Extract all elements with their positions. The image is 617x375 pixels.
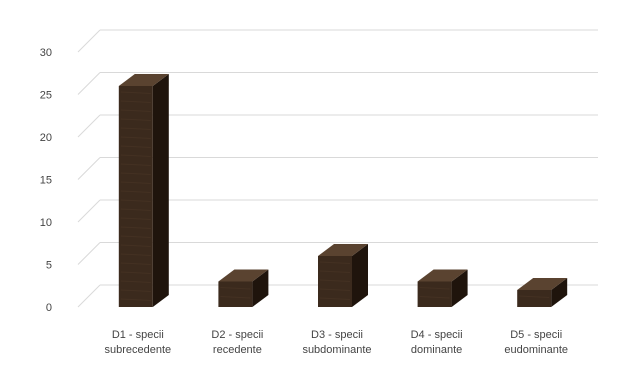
y-tick-label: 30 — [40, 47, 52, 59]
bar-texture — [120, 199, 151, 202]
y-tick-label: 25 — [40, 90, 52, 102]
bar-texture — [120, 226, 151, 229]
bar-texture — [319, 288, 351, 291]
grid-layer — [77, 29, 598, 308]
bars-layer — [118, 74, 568, 307]
bar-texture — [120, 163, 151, 166]
bar-top — [318, 244, 368, 256]
bar-front — [218, 281, 253, 307]
x-axis: D1 - specii subrecedente D2 - specii recede… — [104, 329, 568, 356]
bar — [417, 269, 468, 307]
x-tick-label: D3 - specii subdominante — [302, 329, 371, 356]
bar-texture — [120, 289, 151, 292]
bar-top — [218, 269, 269, 282]
bar-front — [517, 290, 552, 307]
bar-texture — [319, 261, 351, 264]
bar-texture — [120, 298, 151, 301]
bar — [517, 278, 568, 307]
bar-texture — [120, 235, 151, 238]
bar-texture — [220, 296, 251, 299]
x-tick-label: D1 - specii subrecedente — [104, 329, 171, 356]
bar-texture — [120, 154, 151, 157]
gridline — [77, 157, 598, 180]
bar — [118, 74, 169, 307]
bar-side — [551, 278, 568, 307]
bar-texture — [120, 271, 151, 274]
gridline — [77, 72, 598, 95]
bar-texture — [120, 181, 151, 184]
bar-texture — [120, 190, 151, 193]
bar-texture — [319, 270, 351, 273]
x-tick-label: D5 - specii eudominante — [504, 329, 568, 356]
y-tick-label: 20 — [40, 132, 52, 144]
gridline — [77, 242, 598, 265]
bar-texture — [120, 136, 151, 139]
bar-texture — [120, 217, 151, 220]
gridline — [77, 114, 598, 138]
bar-front — [417, 281, 452, 307]
bar-side — [451, 269, 468, 307]
gridline — [77, 29, 598, 53]
bar-top — [118, 74, 169, 86]
bar-texture — [220, 287, 251, 290]
bar-texture — [319, 297, 351, 300]
y-axis: 0 5 10 15 20 25 30 — [40, 47, 52, 314]
bar-texture — [120, 91, 151, 94]
bar-texture — [120, 253, 151, 256]
bar — [318, 244, 368, 307]
bar-texture — [419, 287, 450, 290]
bar-side — [252, 269, 269, 307]
bar-texture — [120, 172, 151, 175]
y-tick-label: 5 — [46, 260, 52, 272]
bar-texture — [120, 109, 151, 112]
bar-texture — [120, 208, 151, 211]
bar-texture — [120, 244, 151, 247]
gridline — [77, 199, 598, 223]
bar-side — [352, 244, 368, 307]
bar-texture — [120, 127, 151, 130]
bar-top — [417, 269, 468, 282]
y-tick-label: 10 — [40, 217, 52, 229]
bar-texture — [120, 262, 151, 265]
bar-front — [118, 86, 153, 307]
y-tick-label: 0 — [46, 302, 52, 314]
bar-top — [517, 278, 568, 290]
x-tick-label: D2 - specii recedente — [211, 329, 263, 356]
bar-texture — [120, 145, 151, 148]
x-tick-label: D4 - specii dominante — [411, 329, 463, 356]
bar-side — [152, 74, 169, 307]
bar-texture — [519, 295, 550, 298]
bar-texture — [319, 279, 351, 282]
bar-texture — [120, 100, 151, 103]
y-tick-label: 15 — [40, 175, 52, 187]
bar-texture — [419, 296, 450, 299]
bar-texture — [120, 118, 151, 121]
bar — [218, 269, 269, 307]
bar-texture — [120, 280, 151, 283]
